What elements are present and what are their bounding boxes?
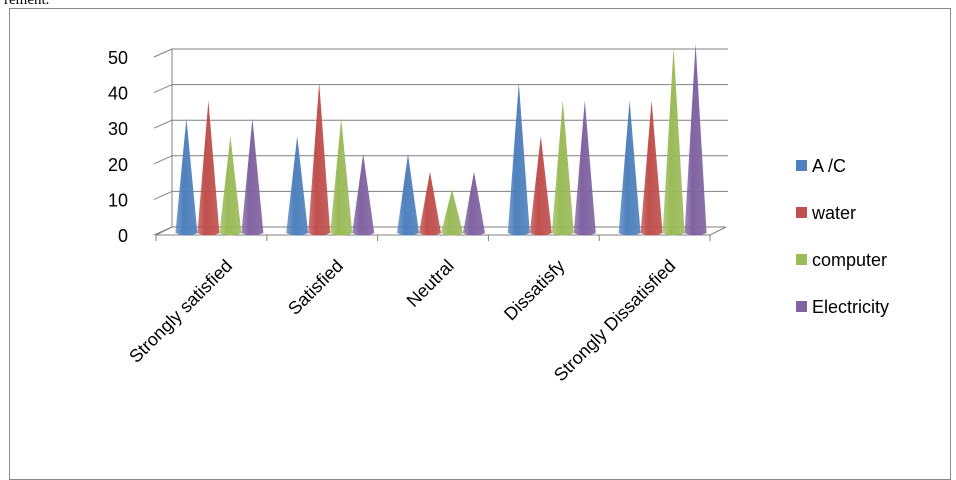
legend-label-water: water [811, 203, 856, 223]
bar-electricity-satisfied [352, 153, 375, 236]
bar-electricity-neutral [463, 171, 485, 236]
y-tick-label: 0 [118, 226, 128, 246]
y-tick-label: 20 [108, 155, 128, 175]
legend-swatch-computer [796, 254, 807, 265]
y-tick-labels: 0 10 20 30 40 50 [108, 48, 128, 246]
bar-computer-dissatisfy [551, 100, 574, 236]
bars [175, 43, 707, 236]
bar-water-strongly-dissatisfied [640, 100, 663, 236]
category-label: Satisfied [284, 256, 347, 319]
bar-water-strongly-satisfied [197, 100, 220, 236]
floor-right-edge [709, 226, 727, 236]
y-axis-tick [153, 155, 173, 165]
floor-left-edge [155, 226, 173, 236]
chart-frame: 0 10 20 30 40 50 Strongly satisfied Satisfied N… [9, 8, 951, 480]
y-tick-label: 40 [108, 84, 128, 104]
y-axis-tick [153, 48, 173, 58]
legend-label-a-c: A /C [812, 156, 846, 176]
bar-electricity-dissatisfy [573, 100, 596, 236]
bar-electricity-strongly-dissatisfied [684, 43, 707, 236]
legend-label-computer: computer [812, 250, 887, 270]
y-tick-label: 10 [108, 190, 128, 210]
bar-computer-strongly-dissatisfied [662, 47, 685, 236]
bar-computer-satisfied [330, 118, 353, 236]
category-label: Strongly Dissatisfied [550, 256, 679, 385]
legend-swatch-electricity [796, 301, 807, 312]
category-label: Strongly satisfied [125, 256, 236, 367]
legend-label-electricity: Electricity [812, 297, 889, 317]
y-axis-tick [153, 84, 173, 94]
legend-swatch-water [796, 207, 807, 218]
category-labels: Strongly satisfied Satisfied Neutral Dissat… [125, 256, 679, 385]
bar-water-dissatisfy [529, 136, 552, 236]
legend: A /C water computer Electricity [796, 156, 889, 317]
bar-water-satisfied [308, 82, 331, 236]
bar-water-neutral [419, 171, 441, 236]
category-label: Dissatisfy [500, 256, 569, 325]
legend-swatch-a-c [796, 160, 807, 171]
bar-a-c-neutral [397, 153, 419, 236]
category-label: Neutral [403, 256, 458, 311]
bar-computer-strongly-satisfied [219, 136, 242, 236]
axes [153, 48, 727, 241]
y-tick-label: 50 [108, 48, 128, 68]
y-axis-tick [153, 190, 173, 200]
bar-a-c-strongly-dissatisfied [618, 100, 641, 236]
bar-electricity-strongly-satisfied [241, 118, 264, 236]
bar-a-c-dissatisfy [507, 82, 530, 236]
y-tick-label: 30 [108, 119, 128, 139]
page-text-fragment: rement. [4, 0, 50, 8]
bar-computer-neutral [441, 189, 463, 236]
bar-a-c-satisfied [286, 136, 309, 236]
cone-bar-chart: 0 10 20 30 40 50 Strongly satisfied Satisfied N… [108, 43, 889, 385]
bar-a-c-strongly-satisfied [175, 118, 198, 236]
y-axis-tick [153, 119, 173, 129]
